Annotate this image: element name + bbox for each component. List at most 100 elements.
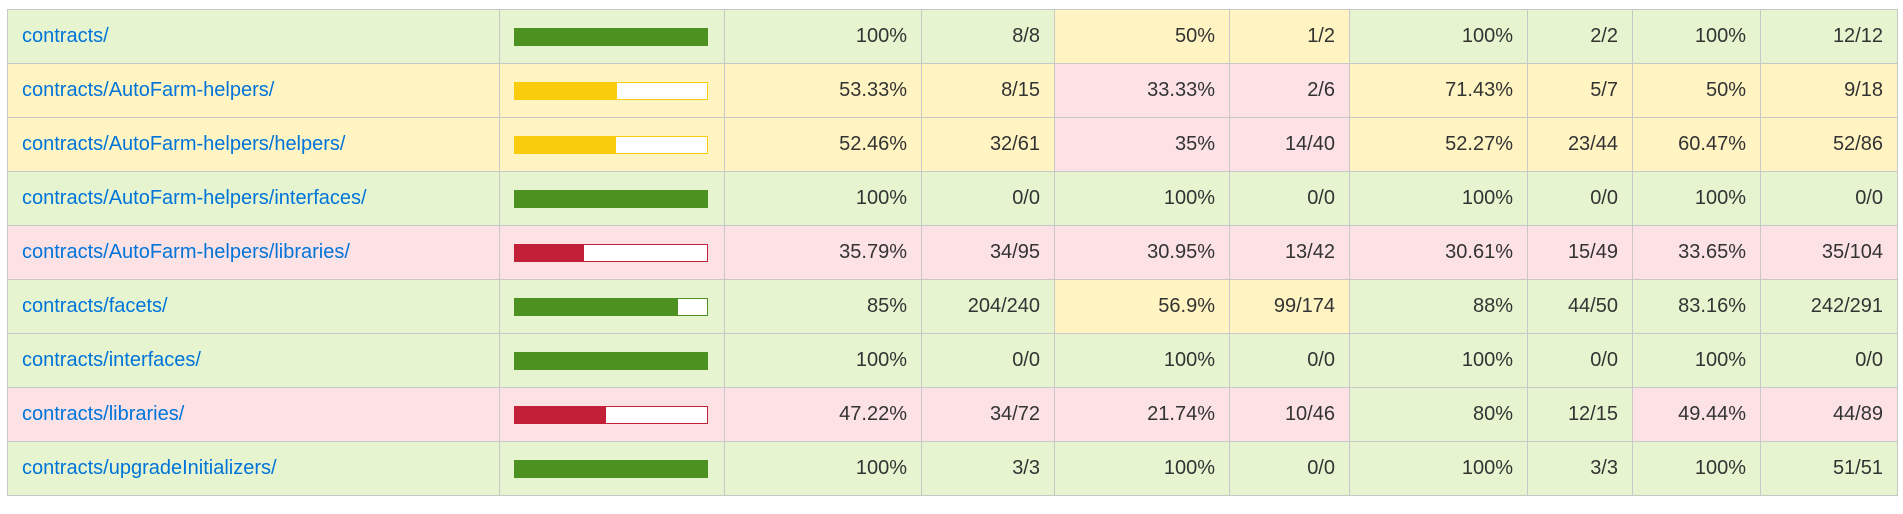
- lines-count: 0/0: [1760, 171, 1898, 226]
- coverage-bar-fill: [515, 244, 584, 261]
- functions-count: 12/15: [1527, 387, 1633, 442]
- functions-count: 2/2: [1527, 9, 1633, 64]
- statements-count: 8/15: [921, 63, 1055, 118]
- file-link[interactable]: contracts/facets/: [22, 295, 168, 317]
- table-row: contracts/libraries/47.22% 34/72 21.74% 10/…: [7, 387, 1898, 442]
- table-row: contracts/facets/85% 204/240 56.9% 99/174 88…: [7, 279, 1898, 334]
- functions-percent: 71.43%: [1349, 63, 1528, 118]
- statements-count: 34/72: [921, 387, 1055, 442]
- table-row: contracts/AutoFarm-helpers/interfaces/10…: [7, 171, 1898, 226]
- file-link[interactable]: contracts/interfaces/: [22, 349, 201, 371]
- coverage-bar-cell: [499, 117, 725, 172]
- functions-count: 23/44: [1527, 117, 1633, 172]
- coverage-bar: [514, 243, 708, 262]
- coverage-bar: [514, 135, 708, 154]
- lines-percent: 60.47%: [1632, 117, 1761, 172]
- statements-count: 3/3: [921, 441, 1055, 496]
- coverage-bar: [514, 351, 708, 370]
- coverage-bar-fill: [515, 298, 679, 315]
- statements-count: 34/95: [921, 225, 1055, 280]
- lines-count: 35/104: [1760, 225, 1898, 280]
- lines-percent: 100%: [1632, 9, 1761, 64]
- branches-percent: 30.95%: [1054, 225, 1230, 280]
- coverage-bar-cell: [499, 225, 725, 280]
- functions-percent: 88%: [1349, 279, 1528, 334]
- branches-percent: 35%: [1054, 117, 1230, 172]
- functions-count: 5/7: [1527, 63, 1633, 118]
- lines-percent: 49.44%: [1632, 387, 1761, 442]
- file-link[interactable]: contracts/libraries/: [22, 403, 185, 425]
- branches-percent: 33.33%: [1054, 63, 1230, 118]
- file-cell: contracts/AutoFarm-helpers/libraries/: [7, 225, 500, 280]
- functions-count: 44/50: [1527, 279, 1633, 334]
- lines-percent: 50%: [1632, 63, 1761, 118]
- statements-percent: 85%: [724, 279, 922, 334]
- statements-percent: 100%: [724, 333, 922, 388]
- lines-count: 51/51: [1760, 441, 1898, 496]
- branches-count: 0/0: [1229, 171, 1350, 226]
- coverage-bar: [514, 81, 708, 100]
- coverage-bar-fill: [515, 460, 707, 477]
- file-link[interactable]: contracts/: [22, 25, 109, 47]
- lines-count: 12/12: [1760, 9, 1898, 64]
- coverage-bar-cell: [499, 9, 725, 64]
- coverage-bar-cell: [499, 63, 725, 118]
- functions-percent: 52.27%: [1349, 117, 1528, 172]
- branches-percent: 56.9%: [1054, 279, 1230, 334]
- branches-count: 13/42: [1229, 225, 1350, 280]
- statements-percent: 100%: [724, 9, 922, 64]
- statements-percent: 100%: [724, 441, 922, 496]
- coverage-table: contracts/100% 8/8 50% 1/2 100% 2/2 100% 12/12 c…: [7, 9, 1898, 496]
- statements-count: 8/8: [921, 9, 1055, 64]
- coverage-table-body: contracts/100% 8/8 50% 1/2 100% 2/2 100% 12/12 c…: [7, 9, 1898, 496]
- coverage-bar-fill: [515, 28, 707, 45]
- statements-count: 204/240: [921, 279, 1055, 334]
- coverage-bar-fill: [515, 352, 707, 369]
- lines-count: 9/18: [1760, 63, 1898, 118]
- coverage-bar: [514, 189, 708, 208]
- file-link[interactable]: contracts/AutoFarm-helpers/: [22, 79, 275, 101]
- functions-count: 3/3: [1527, 441, 1633, 496]
- statements-percent: 100%: [724, 171, 922, 226]
- branches-count: 10/46: [1229, 387, 1350, 442]
- coverage-bar: [514, 405, 708, 424]
- functions-percent: 100%: [1349, 171, 1528, 226]
- file-link[interactable]: contracts/AutoFarm-helpers/libraries/: [22, 241, 350, 263]
- branches-count: 2/6: [1229, 63, 1350, 118]
- lines-count: 0/0: [1760, 333, 1898, 388]
- file-cell: contracts/AutoFarm-helpers/interfaces/: [7, 171, 500, 226]
- coverage-bar: [514, 27, 708, 46]
- file-cell: contracts/: [7, 9, 500, 64]
- statements-percent: 35.79%: [724, 225, 922, 280]
- coverage-bar-fill: [515, 406, 606, 423]
- functions-count: 0/0: [1527, 333, 1633, 388]
- file-link[interactable]: contracts/AutoFarm-helpers/interfaces/: [22, 187, 367, 209]
- functions-percent: 100%: [1349, 333, 1528, 388]
- lines-count: 52/86: [1760, 117, 1898, 172]
- file-cell: contracts/facets/: [7, 279, 500, 334]
- branches-percent: 100%: [1054, 333, 1230, 388]
- branches-percent: 21.74%: [1054, 387, 1230, 442]
- functions-percent: 100%: [1349, 441, 1528, 496]
- branches-percent: 100%: [1054, 441, 1230, 496]
- file-cell: contracts/AutoFarm-helpers/: [7, 63, 500, 118]
- table-row: contracts/100% 8/8 50% 1/2 100% 2/2 100% 12/12: [7, 9, 1898, 64]
- coverage-bar-cell: [499, 171, 725, 226]
- coverage-bar-cell: [499, 333, 725, 388]
- statements-percent: 47.22%: [724, 387, 922, 442]
- file-cell: contracts/libraries/: [7, 387, 500, 442]
- file-link[interactable]: contracts/AutoFarm-helpers/helpers/: [22, 133, 346, 155]
- lines-percent: 33.65%: [1632, 225, 1761, 280]
- coverage-bar-cell: [499, 279, 725, 334]
- table-row: contracts/upgradeInitializers/100% 3/3 100…: [7, 441, 1898, 496]
- file-link[interactable]: contracts/upgradeInitializers/: [22, 457, 277, 479]
- branches-count: 0/0: [1229, 441, 1350, 496]
- file-cell: contracts/upgradeInitializers/: [7, 441, 500, 496]
- statements-percent: 53.33%: [724, 63, 922, 118]
- functions-count: 0/0: [1527, 171, 1633, 226]
- functions-percent: 100%: [1349, 9, 1528, 64]
- coverage-bar: [514, 459, 708, 478]
- coverage-bar: [514, 297, 708, 316]
- statements-count: 0/0: [921, 333, 1055, 388]
- coverage-bar-fill: [515, 190, 707, 207]
